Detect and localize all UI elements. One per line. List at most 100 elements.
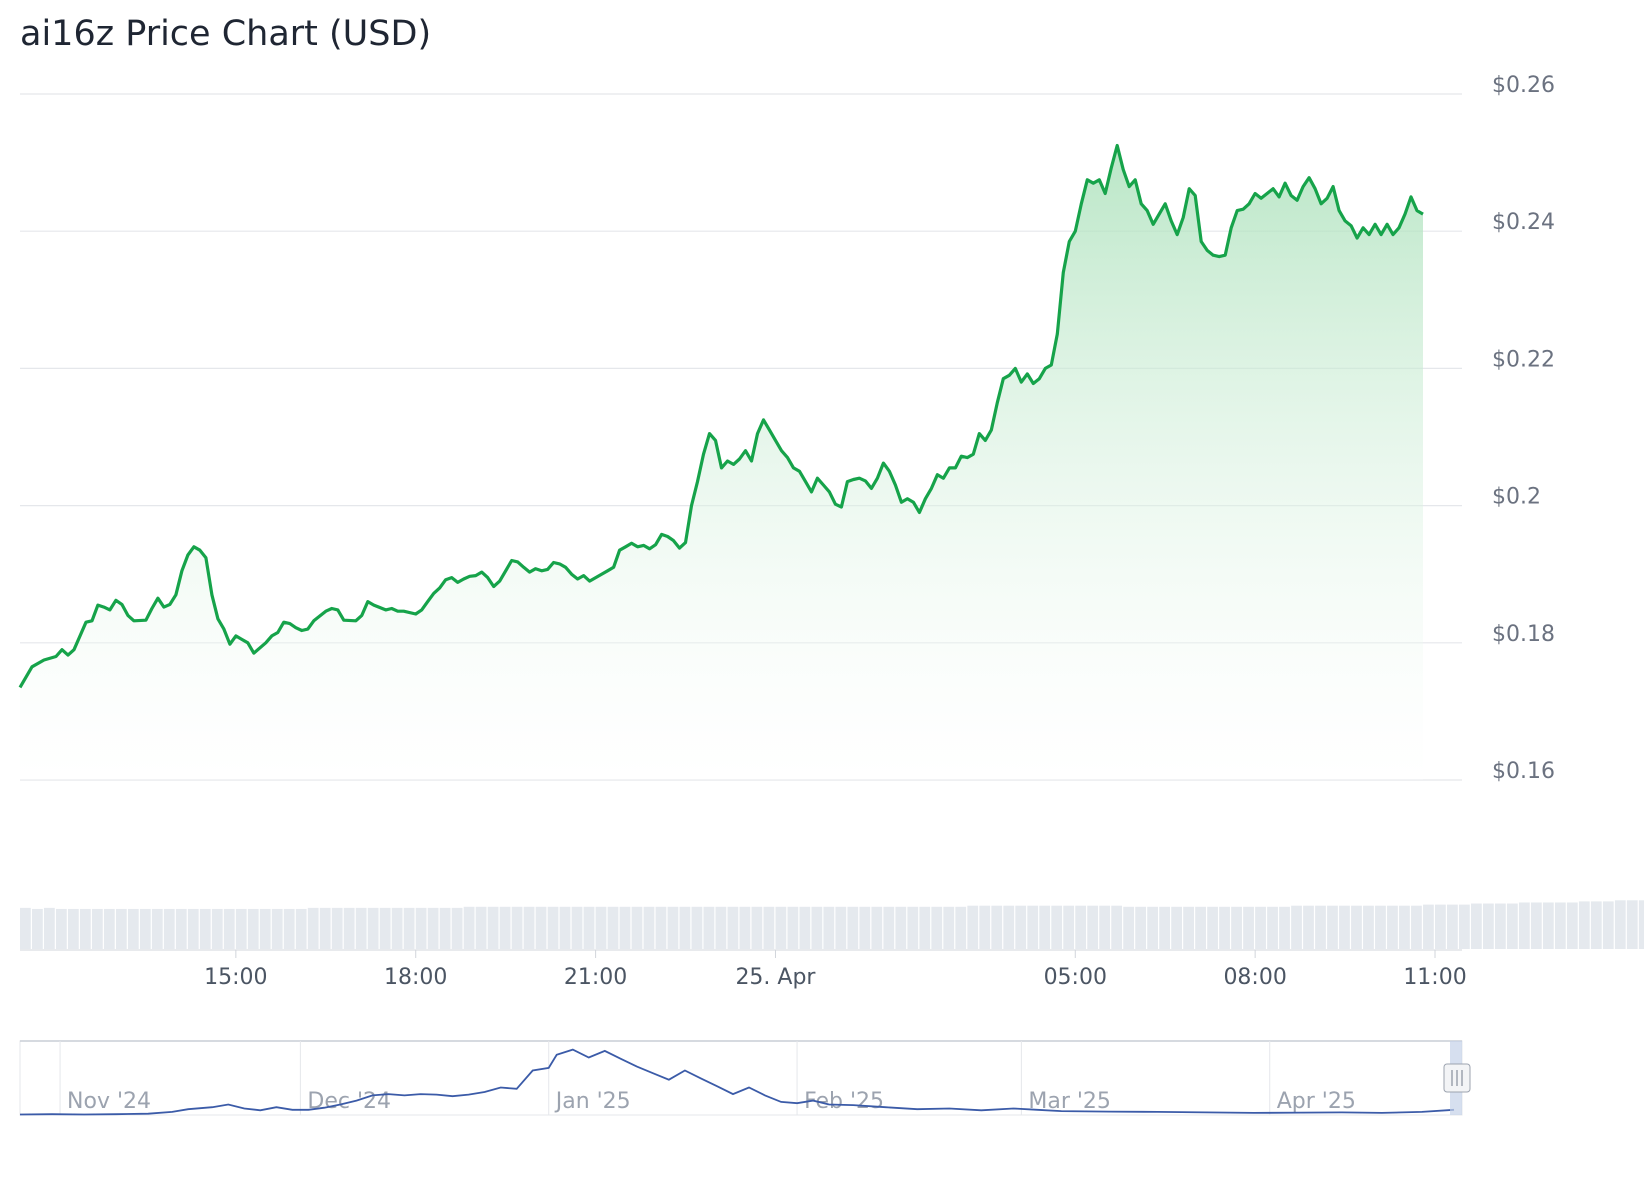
volume-bar	[1459, 904, 1470, 949]
volume-bar	[463, 906, 475, 949]
volume-bar	[1351, 905, 1362, 949]
volume-bar	[499, 906, 511, 949]
volume-bar	[1231, 906, 1242, 949]
volume-bar	[1554, 902, 1566, 949]
price-line	[18, 143, 1424, 689]
volume-bar	[871, 906, 883, 949]
volume-bar	[199, 908, 211, 949]
volume-bar	[1015, 905, 1027, 949]
volume-bar	[679, 906, 691, 949]
volume-bar	[763, 906, 775, 949]
volume-bar	[163, 908, 175, 949]
volume-bar	[571, 906, 583, 949]
volume-bar	[115, 908, 127, 949]
volume-bar	[415, 907, 427, 949]
volume-bar	[1482, 903, 1494, 949]
volume-bar	[595, 906, 607, 949]
volume-bar	[1375, 905, 1386, 949]
volume-bar	[1542, 902, 1554, 949]
volume-bar	[1303, 905, 1314, 949]
volume-bar	[187, 908, 199, 949]
volume-bar	[1315, 905, 1326, 949]
volume-bar	[739, 906, 751, 949]
volume-bar	[1363, 905, 1374, 949]
volume-bar	[379, 907, 391, 949]
volume-bar	[619, 906, 631, 949]
price-line-group	[18, 143, 1424, 689]
volume-bar	[1051, 905, 1063, 949]
y-tick-label: $0.26	[1492, 73, 1555, 98]
volume-bar	[535, 906, 547, 949]
volume-bar	[1159, 906, 1171, 949]
volume-bar	[1327, 905, 1338, 949]
volume-bar	[1195, 906, 1206, 949]
volume-bar	[583, 906, 595, 949]
volume-bar	[1518, 902, 1530, 949]
volume-bar	[883, 906, 895, 949]
price-area-fill	[20, 145, 1423, 780]
navigator-label: Apr '25	[1277, 1089, 1356, 1114]
volume-bar	[787, 906, 799, 949]
volume-bar	[931, 906, 943, 949]
volume-bar	[79, 908, 91, 949]
volume-bar	[1411, 905, 1422, 949]
volume-bar	[547, 906, 559, 949]
volume-bar	[127, 908, 139, 949]
volume-bar	[1566, 902, 1578, 949]
volume-bar	[1626, 900, 1638, 949]
volume-bar	[295, 908, 307, 949]
volume-bar	[31, 908, 43, 949]
navigator-label: Jan '25	[554, 1089, 631, 1114]
volume-bar	[1003, 905, 1015, 949]
volume-bar	[1590, 901, 1602, 949]
volume-bar	[511, 906, 523, 949]
volume-bar	[319, 907, 331, 949]
volume-bar	[1435, 904, 1446, 949]
volume-bar	[391, 907, 403, 949]
volume-bar	[1267, 906, 1278, 949]
chart-title: ai16z Price Chart (USD)	[20, 14, 432, 54]
volume-bar	[1494, 903, 1506, 949]
navigator[interactable]: Nov '24 Dec '24 Jan '25 Feb '25 Mar '25 Apr '…	[19, 1040, 1471, 1116]
volume-bar	[175, 908, 187, 949]
volume-bar	[1614, 900, 1626, 949]
volume-bar	[283, 908, 295, 949]
volume-bar	[1183, 906, 1194, 949]
volume-bar	[1207, 906, 1218, 949]
volume-bar	[523, 906, 535, 949]
volume-bar	[1075, 905, 1087, 949]
navigator-frame	[19, 1040, 1463, 1116]
volume-bar	[223, 908, 235, 949]
volume-bar	[1339, 905, 1350, 949]
x-tick-label: 18:00	[384, 965, 447, 990]
volume-bar	[859, 906, 871, 949]
volume-bar	[799, 906, 811, 949]
volume-bar	[1506, 903, 1518, 949]
volume-bar	[691, 906, 703, 949]
volume-bar	[643, 906, 655, 949]
volume-bar	[235, 908, 247, 949]
volume-bar	[1470, 903, 1482, 949]
volume-bar	[907, 906, 919, 949]
volume-bar	[307, 907, 319, 949]
x-tick-label: 11:00	[1403, 965, 1466, 990]
x-tick-label: 05:00	[1044, 965, 1107, 990]
y-tick-label: $0.18	[1492, 622, 1555, 647]
volume-bar	[991, 905, 1003, 949]
volume-bar	[967, 905, 979, 949]
volume-bar	[403, 907, 415, 949]
price-area	[20, 145, 1423, 780]
volume-bar	[895, 906, 907, 949]
volume-bar	[367, 907, 379, 949]
volume-bar	[835, 906, 847, 949]
y-tick-label: $0.16	[1492, 759, 1555, 784]
volume-bar	[1447, 904, 1458, 949]
volume-bar	[103, 908, 115, 949]
x-axis: 15:00 18:00 21:00 25. Apr 05:00 08:00 11:00	[20, 949, 1467, 990]
volume-bar	[475, 906, 487, 949]
volume-bar	[1423, 904, 1434, 949]
volume-bar	[211, 908, 223, 949]
navigator-line	[19, 1048, 1455, 1116]
volume-bar	[1099, 905, 1111, 949]
